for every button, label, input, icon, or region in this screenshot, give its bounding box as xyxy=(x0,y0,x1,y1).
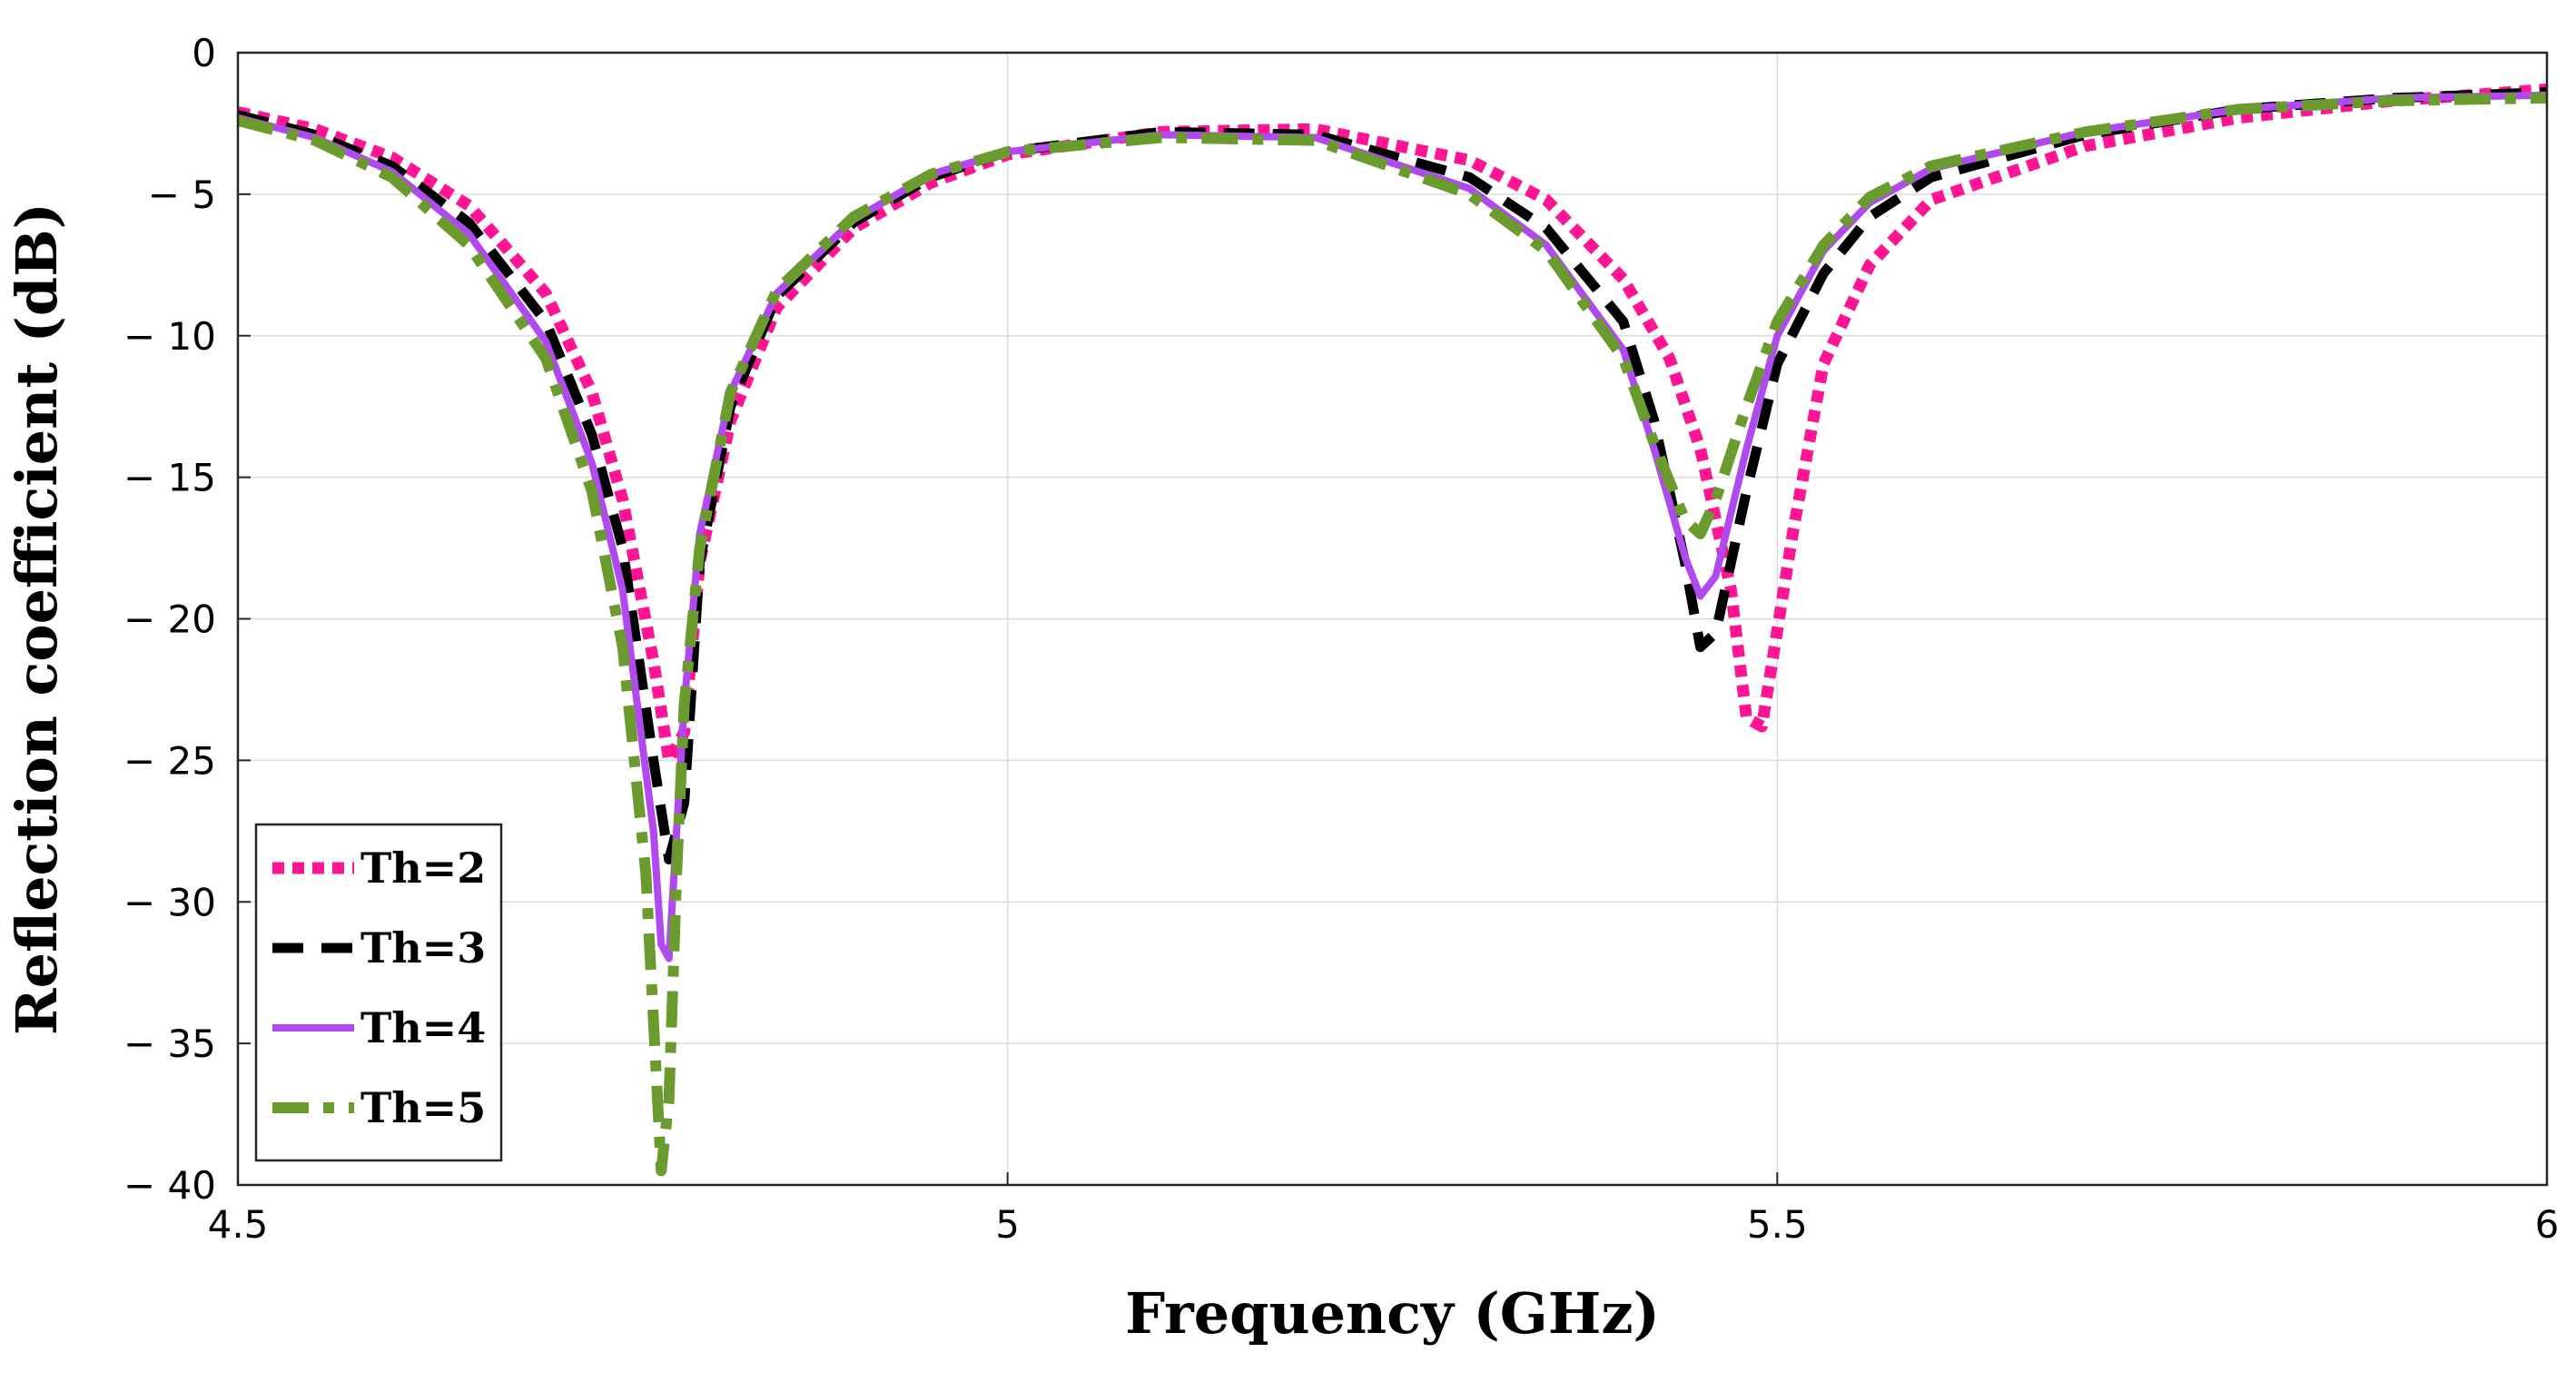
legend-label: Th=2 xyxy=(360,844,486,893)
x-axis-title: Frequency (GHz) xyxy=(1125,1280,1660,1347)
x-tick-label: 5.5 xyxy=(1747,1202,1808,1247)
y-tick-label: − 10 xyxy=(123,314,216,359)
y-tick-label: − 30 xyxy=(123,880,216,924)
y-tick-label: − 40 xyxy=(123,1163,216,1208)
y-tick-label: − 35 xyxy=(123,1022,216,1066)
y-tick-label: − 5 xyxy=(148,173,216,217)
legend-label: Th=3 xyxy=(360,923,486,972)
x-tick-label: 4.5 xyxy=(208,1202,269,1247)
y-tick-label: 0 xyxy=(192,31,216,75)
y-tick-label: − 25 xyxy=(123,738,216,783)
axis-ticks: 4.5 5 5.5 6 0 − 5 − 10 − 15 − 20 − 25 − 30 − 35 − 40 xyxy=(123,31,2559,1247)
series-group xyxy=(236,84,2548,1177)
y-tick-label: − 20 xyxy=(123,597,216,642)
x-tick-label: 6 xyxy=(2535,1202,2560,1247)
legend-label: Th=5 xyxy=(360,1083,486,1132)
y-axis-title: Reflection coefficient (dB) xyxy=(4,202,70,1035)
x-tick-label: 5 xyxy=(995,1202,1020,1247)
legend-label: Th=4 xyxy=(360,1003,486,1052)
series-line-th5 xyxy=(236,92,2548,1177)
legend: Th=2 Th=3 Th=4 Th=5 xyxy=(254,823,503,1162)
y-tick-label: − 15 xyxy=(123,456,216,500)
